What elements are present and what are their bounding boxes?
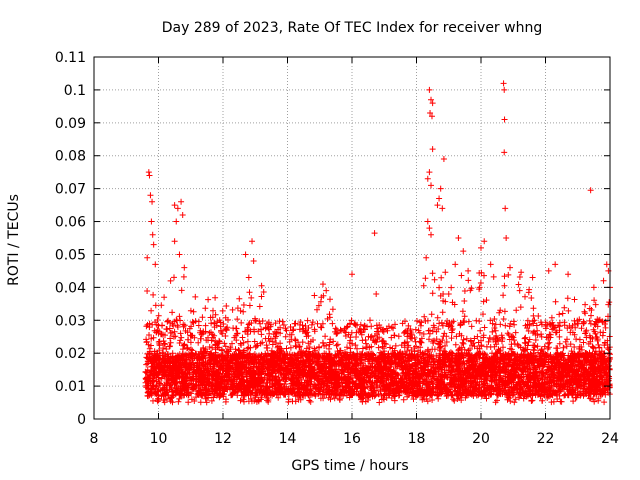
- outlier-point: [242, 251, 249, 258]
- outlier-point: [460, 248, 467, 255]
- outlier-point: [174, 205, 181, 212]
- outlier-point: [318, 294, 325, 301]
- outlier-point: [147, 192, 154, 199]
- outlier-point: [249, 238, 256, 245]
- outlier-point: [429, 146, 436, 153]
- outlier-point: [501, 116, 508, 123]
- chart-title: Day 289 of 2023, Rate Of TEC Index for r…: [162, 20, 542, 36]
- outlier-point: [501, 86, 508, 93]
- outlier-point: [424, 218, 431, 225]
- outlier-point: [371, 230, 378, 237]
- outlier-point: [176, 251, 183, 258]
- x-tick-label: 24: [601, 431, 619, 447]
- outlier-point: [465, 267, 472, 274]
- y-tick-label: 0.01: [55, 379, 86, 395]
- outlier-point: [455, 235, 462, 241]
- y-tick-label: 0.04: [55, 280, 86, 296]
- outlier-point: [565, 271, 572, 278]
- outlier-point: [250, 258, 257, 265]
- outlier-point: [587, 187, 594, 194]
- x-tick-label: 14: [279, 431, 297, 447]
- outlier-point: [373, 290, 380, 297]
- y-tick-label: 0.05: [55, 247, 86, 263]
- x-tick-label: 16: [343, 431, 361, 447]
- outlier-point: [428, 231, 435, 238]
- outlier-point: [173, 218, 180, 225]
- outlier-point: [428, 182, 435, 189]
- y-tick-label: 0.08: [55, 149, 86, 165]
- outlier-point: [437, 185, 444, 192]
- outlier-point: [148, 218, 155, 225]
- outlier-point: [181, 264, 188, 271]
- outlier-point: [501, 149, 508, 156]
- outlier-point: [149, 198, 156, 205]
- outlier-point: [144, 254, 151, 261]
- y-axis-label: ROTI / TECUs: [6, 194, 22, 286]
- outlier-point: [545, 267, 552, 274]
- outlier-point: [500, 80, 507, 87]
- outlier-point: [179, 211, 186, 218]
- outlier-point: [426, 225, 433, 232]
- y-tick-label: 0.1: [64, 83, 86, 99]
- outlier-point: [152, 261, 159, 268]
- y-tick-label: 0.03: [55, 313, 86, 329]
- outlier-point: [529, 274, 536, 281]
- outlier-point: [171, 202, 178, 209]
- outlier-point: [323, 287, 330, 294]
- x-tick-label: 22: [537, 431, 555, 447]
- x-tick-label: 20: [472, 431, 490, 447]
- outlier-point: [423, 254, 430, 261]
- outlier-point: [436, 195, 443, 202]
- outlier-point: [516, 287, 523, 294]
- x-tick-label: 12: [214, 431, 232, 447]
- outlier-point: [590, 284, 597, 291]
- y-tick-label: 0.02: [55, 346, 86, 362]
- x-tick-label: 10: [150, 431, 168, 447]
- outlier-point: [150, 241, 157, 248]
- data-points: [142, 80, 613, 406]
- outlier-point: [426, 86, 433, 93]
- outlier-point: [440, 156, 447, 163]
- y-tick-label: 0.06: [55, 215, 86, 231]
- outlier-point: [349, 271, 355, 278]
- outlier-point: [445, 290, 452, 297]
- outlier-point: [452, 261, 459, 268]
- outlier-point: [487, 261, 494, 268]
- outlier-point: [426, 169, 433, 176]
- outlier-point: [178, 198, 185, 205]
- y-axis-ticks: 0 0.01 0.02 0.03 0.04 0.05 0.06 0.07 0.08 0.09 0.1…: [55, 50, 610, 428]
- outlier-point: [503, 235, 510, 241]
- x-axis-ticks: 8 10 12 14 16 18 20 22 24: [90, 57, 619, 447]
- outlier-point: [434, 202, 441, 209]
- outlier-point: [424, 175, 431, 182]
- outlier-point: [429, 100, 436, 107]
- outlier-point: [428, 113, 435, 120]
- outlier-point: [245, 274, 252, 281]
- outlier-point: [481, 238, 488, 245]
- x-tick-label: 8: [90, 431, 99, 447]
- outlier-point: [427, 109, 434, 116]
- outlier-point: [145, 169, 152, 176]
- outlier-point: [600, 277, 607, 284]
- outlier-point: [507, 264, 514, 271]
- outlier-point: [149, 231, 156, 238]
- outlier-point: [428, 96, 435, 103]
- x-tick-label: 18: [408, 431, 426, 447]
- outlier-point: [478, 244, 484, 251]
- y-tick-label: 0: [77, 412, 86, 428]
- outlier-point: [552, 261, 559, 268]
- outlier-point: [603, 261, 610, 268]
- outlier-point: [146, 172, 153, 179]
- y-tick-label: 0.07: [55, 182, 86, 198]
- y-tick-label: 0.11: [55, 50, 86, 66]
- dense-point-cloud: [142, 269, 613, 406]
- x-axis-label: GPS time / hours: [291, 458, 408, 474]
- outlier-point: [439, 205, 446, 212]
- outlier-point: [171, 238, 178, 245]
- outlier-point: [319, 281, 326, 288]
- outlier-point: [502, 205, 509, 212]
- y-tick-label: 0.09: [55, 116, 86, 132]
